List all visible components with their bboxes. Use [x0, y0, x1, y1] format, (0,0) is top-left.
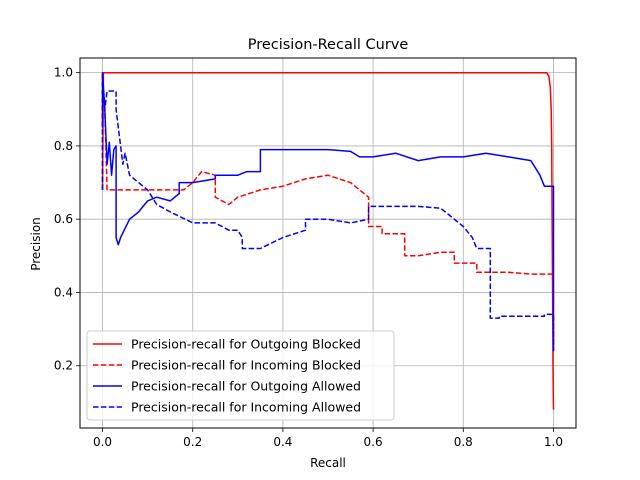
series-line-3	[101, 71, 555, 352]
x-tick-label: 0.6	[364, 435, 383, 449]
legend-label-2: Precision-recall for Outgoing Allowed	[131, 379, 361, 394]
plot-area	[101, 71, 555, 410]
y-tick-label: 0.4	[54, 285, 73, 299]
axis-ticks: 0.0 0.2 0.4 0.6 0.8 1.0 0.2 0.4 0.6 0.8 1.0	[54, 66, 563, 449]
legend: Precision-recall for Outgoing Blocked Pre…	[86, 330, 395, 421]
x-tick-label: 1.0	[544, 435, 563, 449]
y-tick-label: 0.6	[54, 212, 73, 226]
legend-box	[86, 330, 395, 421]
x-tick-label: 0.4	[273, 435, 292, 449]
y-axis-label: Precision	[29, 217, 43, 271]
x-tick-label: 0.2	[183, 435, 202, 449]
x-tick-label: 0.0	[93, 435, 112, 449]
x-tick-label: 0.8	[454, 435, 473, 449]
series-line-0	[101, 71, 555, 410]
series-line-2	[101, 71, 555, 352]
chart-title: Precision-Recall Curve	[248, 37, 409, 53]
legend-label-0: Precision-recall for Outgoing Blocked	[131, 337, 361, 352]
legend-label-1: Precision-recall for Incoming Blocked	[131, 358, 361, 373]
series-line-1	[101, 71, 554, 275]
y-tick-label: 0.8	[54, 139, 73, 153]
y-tick-label: 1.0	[54, 66, 73, 80]
legend-label-3: Precision-recall for Incoming Allowed	[131, 400, 361, 415]
x-axis-label: Recall	[310, 456, 346, 470]
y-tick-label: 0.2	[54, 359, 73, 373]
plot-frame	[79, 57, 577, 429]
